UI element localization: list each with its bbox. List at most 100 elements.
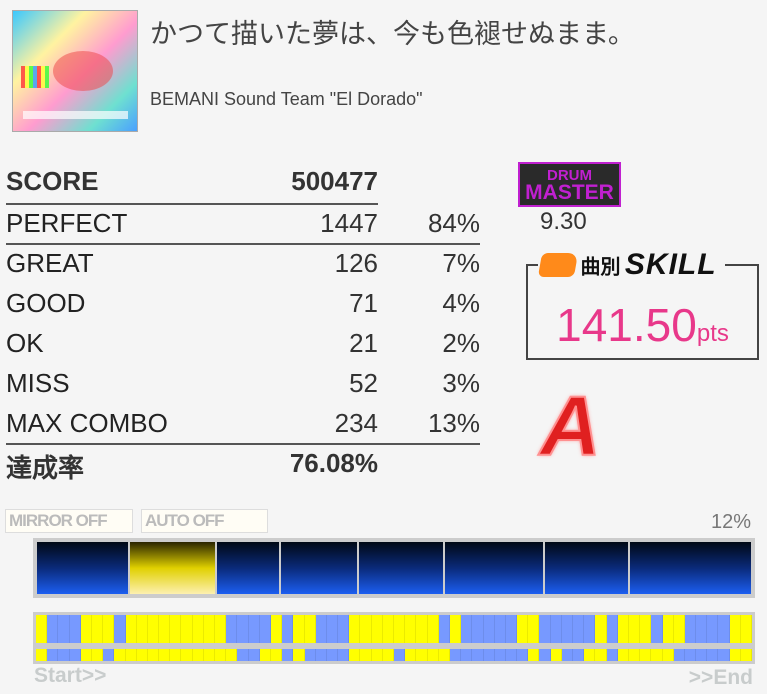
gauge-cell [427,649,439,661]
gauge-cell [147,649,160,661]
skill-label: SKILL [624,248,717,281]
gauge-cell [505,615,518,643]
gauge-cell [103,615,115,643]
gauge-cell [528,649,540,661]
gauge-cell [192,615,204,643]
gauge-cell [729,615,741,643]
divider [6,443,480,445]
judgement-count: 126 [334,248,378,278]
overview-segment [216,542,279,594]
gauge-cell [438,615,450,643]
gauge-cell [315,615,327,643]
gauge-cell [472,615,484,643]
gauge-cell [69,649,81,661]
gauge-cell [718,649,730,661]
judgement-row: GOOD 71 4% [6,284,480,324]
achievement-row: 達成率 76.08% [6,444,378,484]
judgement-row: MISS 52 3% [6,364,480,404]
gauge-cell [595,649,607,661]
gauge-cell [192,649,204,661]
overview-segment [630,542,751,594]
gauge-cell [69,615,81,643]
achievement-value: 76.08% [289,448,378,478]
gauge-cell [47,649,59,661]
gauge-cell [662,615,674,643]
gauge-cell [617,649,629,661]
skill-header: 曲別 SKILL [537,248,717,281]
gauge-cell [371,649,383,661]
judgement-percent: 3% [442,368,480,398]
gauge-cell [371,615,383,643]
gauge-cell [58,649,70,661]
judgement-label: PERFECT [6,208,128,238]
overview-bar [33,538,755,598]
gauge-cell [215,649,227,661]
gauge-cell [136,649,148,661]
gauge-cell [293,649,305,661]
overview-segment [544,542,629,594]
gauge-cell [573,615,585,643]
gauge-cell [349,649,361,661]
gauge-cell [304,615,316,643]
gauge-cell [282,649,294,661]
gauge-cell [651,615,663,643]
gauge-cell [170,615,182,643]
gauge-cell [651,649,663,661]
gauge-cell [136,615,148,643]
gauge-cell [315,649,327,661]
gauge-cell [740,649,752,661]
gauge-cell [494,615,506,643]
gauge-cell [58,615,70,643]
progress-percent: 12% [710,511,751,533]
gauge-cell [237,615,249,643]
gauge-cell [248,615,260,643]
gauge-cell [125,615,137,643]
gauge-cell [517,649,529,661]
difficulty-line2: MASTER [525,181,614,204]
difficulty-level: 9.30 [540,208,587,235]
gauge-cell [483,615,495,643]
fist-icon [537,253,579,277]
judgement-label: GOOD [6,288,86,318]
gauge-cell [684,615,697,643]
gauge-row-1 [33,612,755,646]
gauge-cell [114,649,126,661]
judgement-percent: 2% [442,328,480,358]
judgement-row: PERFECT 1447 84% [6,204,480,244]
gauge-cell [114,615,126,643]
gauge-cell [147,615,160,643]
gauge-cell [382,615,394,643]
gauge-cell [472,649,484,661]
gauge-cell [505,649,518,661]
gauge-cell [338,615,350,643]
skill-value: 141.50pts [526,298,759,352]
gauge-cell [270,649,283,661]
gauge-cell [181,615,193,643]
gauge-cell [707,615,719,643]
gauge-cell [36,615,48,643]
gauge-cell [382,649,394,661]
gauge-cell [561,615,573,643]
achievement-label: 達成率 [6,453,85,483]
gauge-cell [617,615,629,643]
gauge-cell [248,649,260,661]
skill-number: 141.50 [556,299,697,351]
gauge-cell [282,615,294,643]
skill-box [526,264,759,360]
gauge-cell [170,649,182,661]
gauge-cell [550,615,562,643]
judgement-count: 234 [334,408,378,438]
gauge-cell [80,615,92,643]
overview-segment [130,542,215,594]
gauge-cell [259,615,271,643]
gauge-cell [696,649,708,661]
gauge-cell [707,649,719,661]
gauge-cell [449,649,462,661]
gauge-cell [449,615,462,643]
gauge-cell [270,615,283,643]
gauge-cell [360,649,372,661]
gauge-cell [584,615,596,643]
gauge-cell [103,649,115,661]
judgement-count: 52 [349,368,378,398]
overview-segment [359,542,443,594]
